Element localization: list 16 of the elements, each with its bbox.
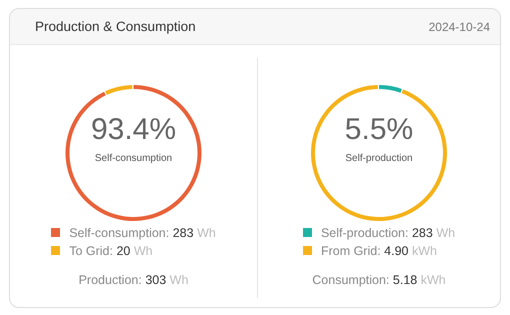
- text: 5.5%: [344, 112, 414, 148]
- donut-slice: [379, 85, 402, 93]
- text: Self-production: [344, 152, 414, 166]
- donut-slice: [66, 85, 202, 221]
- legend-label: Self-consumption: 283 Wh: [69, 226, 216, 240]
- legend-label: Self-production: 283 Wh: [320, 226, 456, 240]
- text: Self-consumption: [94, 152, 174, 166]
- text: Production & Consumption: [35, 19, 196, 34]
- text: Consumption: 5.18 kWh: [312, 273, 446, 287]
- text: 2024-10-24: [428, 20, 490, 34]
- donut-slice: [311, 85, 447, 221]
- donut-slice: [105, 85, 132, 95]
- text: 93.4%: [90, 112, 178, 148]
- legend-label: From Grid: 4.90 kWh: [320, 244, 437, 258]
- legend-label: To Grid: 20 Wh: [69, 244, 153, 258]
- text: Production: 303 Wh: [78, 273, 188, 287]
